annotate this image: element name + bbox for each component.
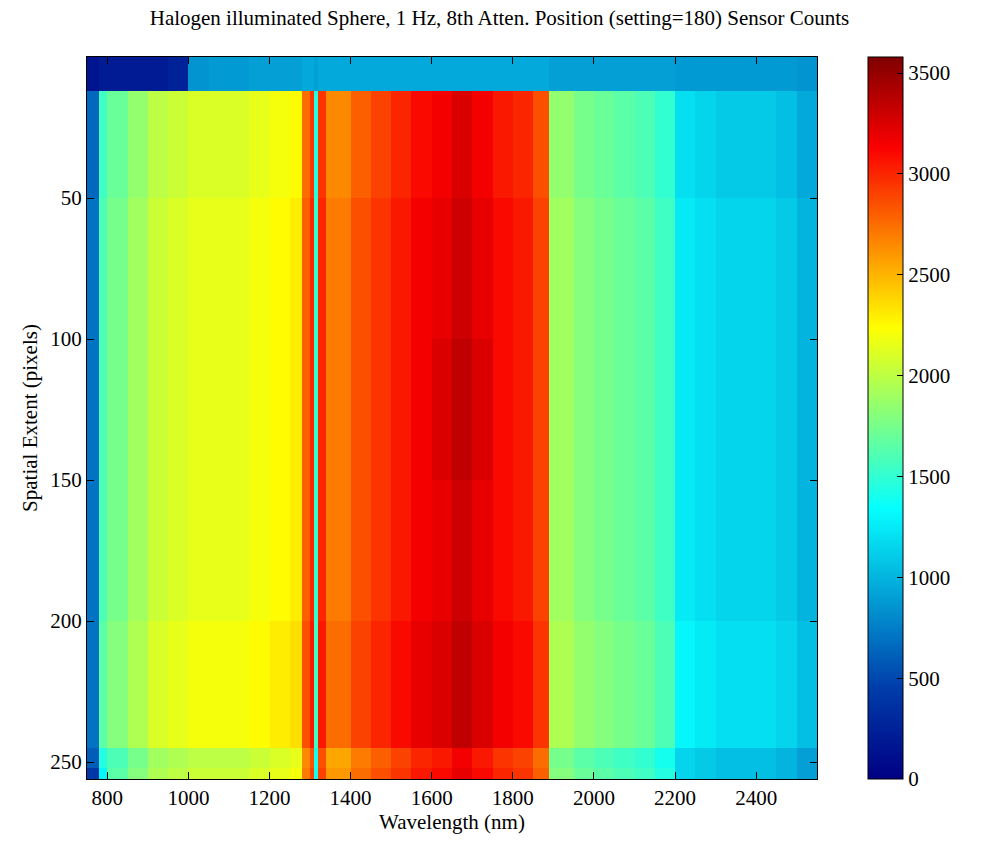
svg-text:1800: 1800 bbox=[492, 786, 534, 810]
svg-text:800: 800 bbox=[92, 786, 124, 810]
svg-text:1500: 1500 bbox=[908, 465, 950, 489]
svg-text:Wavelength (nm): Wavelength (nm) bbox=[379, 810, 525, 834]
svg-text:0: 0 bbox=[908, 767, 919, 791]
svg-text:2000: 2000 bbox=[573, 786, 615, 810]
svg-text:Halogen illuminated Sphere, 1: Halogen illuminated Sphere, 1 Hz, 8th At… bbox=[150, 6, 850, 30]
svg-text:1600: 1600 bbox=[411, 786, 453, 810]
svg-text:2400: 2400 bbox=[735, 786, 777, 810]
svg-text:2200: 2200 bbox=[654, 786, 696, 810]
svg-text:1000: 1000 bbox=[167, 786, 209, 810]
svg-text:1400: 1400 bbox=[330, 786, 372, 810]
svg-text:250: 250 bbox=[50, 750, 82, 774]
svg-text:50: 50 bbox=[61, 186, 82, 210]
svg-text:3500: 3500 bbox=[908, 61, 950, 85]
svg-text:Spatial Extent (pixels): Spatial Extent (pixels) bbox=[18, 324, 42, 512]
svg-text:200: 200 bbox=[50, 609, 82, 633]
svg-text:100: 100 bbox=[50, 327, 82, 351]
svg-text:150: 150 bbox=[50, 468, 82, 492]
svg-text:1000: 1000 bbox=[908, 566, 950, 590]
svg-text:3000: 3000 bbox=[908, 162, 950, 186]
svg-text:500: 500 bbox=[908, 667, 940, 691]
svg-text:1200: 1200 bbox=[249, 786, 291, 810]
svg-text:2500: 2500 bbox=[908, 263, 950, 287]
svg-text:2000: 2000 bbox=[908, 364, 950, 388]
